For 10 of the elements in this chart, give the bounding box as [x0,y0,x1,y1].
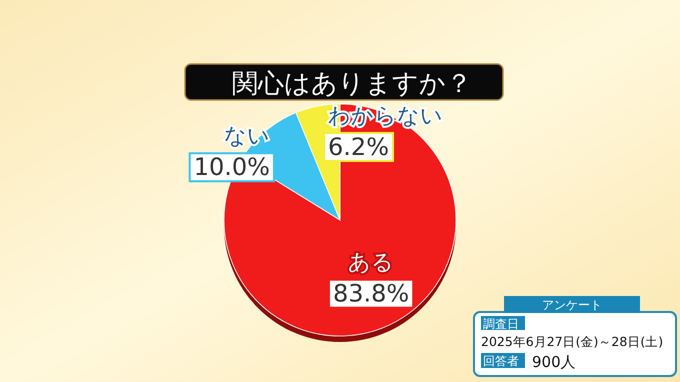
text: 900人 [532,353,576,371]
text: アンケート [542,298,602,312]
chart-title: 関心はありますか？ [232,69,472,99]
data-label: 10.0% [194,153,270,182]
data-label: 6.2% [328,132,390,161]
text: 回答者 [483,354,519,368]
text: 調査日 [483,317,519,331]
data-label: 83.8% [332,280,410,308]
text: 2025年6月27日(金)～28日(土) [481,334,664,349]
slice-label: ある [348,250,394,276]
